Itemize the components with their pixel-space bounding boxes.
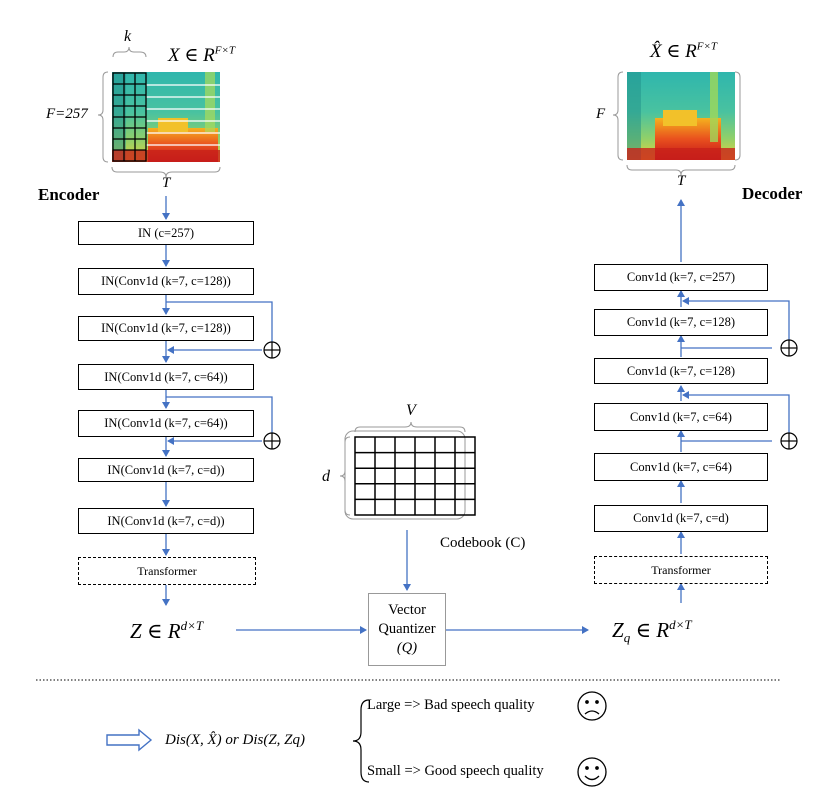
f-brace [97,71,109,163]
decoder-f-brace [612,71,624,161]
decoder-spectrogram [612,71,741,176]
decoder-f-label: F [596,106,606,122]
encoder-block-5: IN(Conv1d (k=7, c=64)) [78,410,254,437]
decoder-t-brace [626,164,736,176]
decoder-input-label: Zq ∈ Rd×T [612,617,692,646]
encoder-output-label: Z ∈ Rd×T [130,618,204,643]
happy-face-icon [577,757,607,787]
encoder-transformer: Transformer [78,557,256,585]
encoder-block-7: IN(Conv1d (k=7, c=d)) [78,508,254,534]
encoder-block-6: IN(Conv1d (k=7, c=d)) [78,458,254,482]
encoder-input-label: X ∈ RF×T [168,44,236,66]
codebook-v-brace [354,421,466,433]
decoder-block-3: Conv1d (k=7, c=128) [594,358,768,384]
legend-brace [352,699,370,783]
quantizer-line-1: Vector [388,602,426,618]
encoder-block-2: IN(Conv1d (k=7, c=128)) [78,268,254,295]
encoder-block-1: IN (c=257) [78,221,254,245]
t-label: T [162,175,171,191]
small-quality-text: Small => Good speech quality [367,763,544,779]
decoder-block-4: Conv1d (k=7, c=64) [594,403,768,431]
encoder-residual-add-2-icon [263,432,281,450]
decoder-output-label: X̂ ∈ RF×T [650,40,718,62]
codebook-d-brace [339,436,351,516]
quantizer-line-3: (Q) [396,640,418,656]
encoder-title: Encoder [38,185,100,204]
k-brace [112,46,147,58]
decoder-t-label: T [677,173,686,189]
codebook-grid [339,421,476,520]
t-brace [111,166,221,178]
decoder-block-2: Conv1d (k=7, c=128) [594,309,768,336]
distance-formula: Dis(X, X̂) or Dis(Z, Zq) [165,732,306,748]
encoder-spectrogram [97,46,221,178]
quantizer-line-2: Quantizer [378,621,436,637]
k-window-grid [112,72,147,162]
encoder-residual-add-1-icon [263,341,281,359]
sad-face-icon [577,691,607,721]
decoder-block-5: Conv1d (k=7, c=64) [594,453,768,481]
decoder-block-6: Conv1d (k=7, c=d) [594,505,768,532]
decoder-block-1: Conv1d (k=7, c=257) [594,264,768,291]
vector-quantizer-block: Vector Quantizer (Q) [368,593,446,666]
decoder-residual-add-2-icon [780,432,798,450]
encoder-block-4: IN(Conv1d (k=7, c=64)) [78,364,254,390]
encoder-block-3: IN(Conv1d (k=7, c=128)) [78,316,254,341]
large-quality-text: Large => Bad speech quality [367,697,535,713]
f-label: F=257 [46,106,88,122]
decoder-transformer: Transformer [594,556,768,584]
k-label: k [124,28,132,45]
codebook-d-label: d [322,468,330,485]
decoder-flow-arrows [677,199,790,603]
double-arrow-icon [106,728,153,752]
decoder-title: Decoder [742,184,803,203]
encoder-flow-arrows [162,196,273,606]
decoder-residual-add-1-icon [780,339,798,357]
codebook-caption: Codebook (C) [440,535,526,551]
codebook-v-label: V [406,402,416,419]
